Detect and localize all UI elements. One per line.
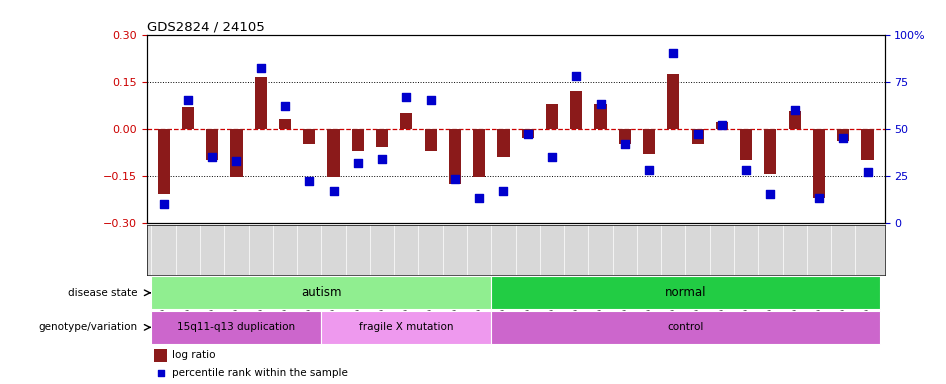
Bar: [154, 349, 167, 362]
Point: [204, 154, 219, 160]
Bar: [619, 129, 631, 144]
Point: [641, 167, 657, 173]
Bar: [425, 129, 437, 151]
Bar: [400, 113, 412, 129]
Bar: [594, 104, 606, 129]
Bar: [473, 129, 485, 177]
Point: [472, 195, 487, 201]
Point: [375, 156, 390, 162]
Point: [835, 135, 850, 141]
Bar: [231, 129, 242, 177]
Bar: [327, 129, 340, 177]
Bar: [491, 276, 880, 309]
Point: [714, 122, 729, 128]
Point: [690, 131, 705, 137]
Bar: [491, 311, 880, 344]
Point: [181, 98, 196, 104]
Point: [593, 101, 608, 107]
Text: genotype/variation: genotype/variation: [38, 322, 137, 333]
Bar: [643, 129, 656, 154]
Text: control: control: [667, 322, 704, 333]
Bar: [158, 129, 169, 194]
Point: [617, 141, 632, 147]
Point: [254, 65, 269, 71]
Point: [326, 188, 342, 194]
Bar: [352, 129, 364, 151]
Bar: [764, 129, 777, 174]
Point: [544, 154, 559, 160]
Bar: [151, 276, 491, 309]
Point: [666, 50, 681, 56]
Point: [423, 98, 438, 104]
Bar: [837, 129, 850, 141]
Bar: [303, 129, 315, 144]
Bar: [667, 74, 679, 129]
Text: GDS2824 / 24105: GDS2824 / 24105: [147, 20, 264, 33]
Bar: [151, 311, 322, 344]
Bar: [716, 122, 728, 129]
Bar: [740, 129, 752, 160]
Text: disease state: disease state: [68, 288, 137, 298]
Bar: [521, 129, 534, 138]
Text: 15q11-q13 duplication: 15q11-q13 duplication: [178, 322, 295, 333]
Point: [860, 169, 875, 175]
Text: percentile rank within the sample: percentile rank within the sample: [172, 367, 348, 377]
Point: [520, 131, 535, 137]
Bar: [546, 104, 558, 129]
Bar: [692, 129, 704, 144]
Point: [229, 157, 244, 164]
Text: normal: normal: [665, 286, 707, 299]
Bar: [322, 311, 491, 344]
Bar: [448, 129, 461, 184]
Point: [302, 178, 317, 184]
Bar: [570, 91, 583, 129]
Point: [350, 159, 365, 166]
Point: [762, 191, 778, 197]
Point: [277, 103, 292, 109]
Point: [496, 188, 511, 194]
Bar: [254, 77, 267, 129]
Bar: [279, 119, 291, 129]
Point: [739, 167, 754, 173]
Bar: [789, 111, 800, 129]
Bar: [376, 129, 388, 147]
Point: [787, 107, 802, 113]
Point: [399, 94, 414, 100]
Point: [812, 195, 827, 201]
Bar: [182, 107, 194, 129]
Bar: [206, 129, 219, 160]
Bar: [498, 129, 510, 157]
Bar: [813, 129, 825, 198]
Point: [447, 176, 463, 182]
Text: autism: autism: [301, 286, 342, 299]
Point: [569, 73, 584, 79]
Text: fragile X mutation: fragile X mutation: [359, 322, 453, 333]
Point: [156, 201, 171, 207]
Point: [153, 369, 168, 376]
Bar: [862, 129, 873, 160]
Text: log ratio: log ratio: [172, 350, 216, 360]
